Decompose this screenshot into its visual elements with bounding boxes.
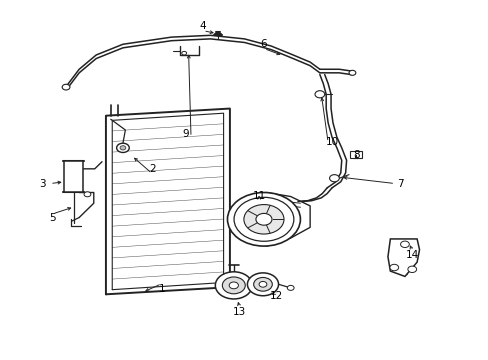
Text: 9: 9 <box>183 129 189 139</box>
Circle shape <box>84 192 91 197</box>
Polygon shape <box>387 239 419 276</box>
Text: 2: 2 <box>148 164 155 174</box>
Circle shape <box>234 197 293 241</box>
Text: 13: 13 <box>233 307 246 317</box>
Circle shape <box>253 278 272 291</box>
Circle shape <box>329 175 339 182</box>
Text: 4: 4 <box>200 21 206 31</box>
Text: 7: 7 <box>396 179 403 189</box>
Circle shape <box>400 241 408 248</box>
Text: 1: 1 <box>158 284 165 294</box>
Text: 5: 5 <box>49 212 56 222</box>
Circle shape <box>247 273 278 296</box>
Text: 3: 3 <box>40 179 46 189</box>
Circle shape <box>259 282 266 287</box>
Circle shape <box>407 266 416 273</box>
Text: 11: 11 <box>252 191 265 201</box>
Text: 12: 12 <box>269 291 282 301</box>
Circle shape <box>222 277 245 294</box>
Circle shape <box>182 51 186 55</box>
Circle shape <box>314 91 324 98</box>
Circle shape <box>255 213 271 225</box>
Circle shape <box>215 272 252 299</box>
Bar <box>64 161 82 192</box>
Text: 14: 14 <box>405 250 418 260</box>
Circle shape <box>62 84 70 90</box>
Circle shape <box>348 70 355 75</box>
Circle shape <box>287 285 293 291</box>
Text: 8: 8 <box>352 150 359 160</box>
Circle shape <box>120 146 125 150</box>
Text: 6: 6 <box>260 39 267 49</box>
Circle shape <box>116 143 129 153</box>
Text: 10: 10 <box>325 138 338 148</box>
Bar <box>350 152 362 158</box>
Circle shape <box>227 193 300 246</box>
Circle shape <box>229 282 238 289</box>
Circle shape <box>244 204 284 234</box>
Circle shape <box>389 264 398 271</box>
